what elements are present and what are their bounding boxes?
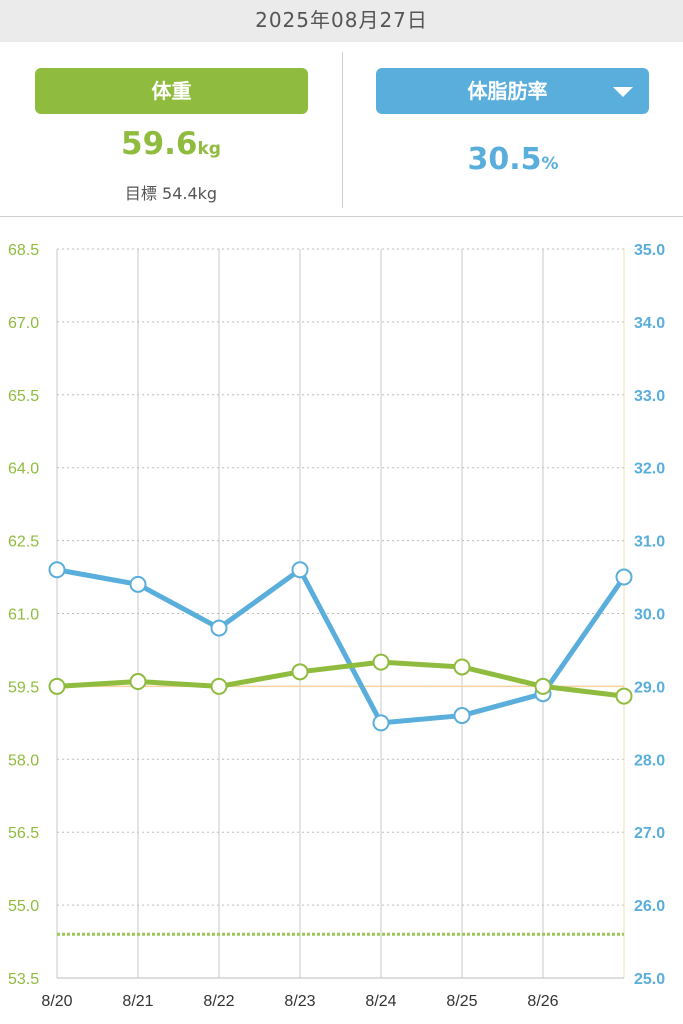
fat-metric-label: 体脂肪率 (467, 79, 548, 103)
weight-tab-button[interactable]: 体重 (35, 68, 308, 114)
y-right-tick-label: 27.0 (634, 825, 665, 842)
date-header: 2025年08月27日 (0, 0, 683, 42)
x-tick-label: 8/25 (446, 993, 477, 1010)
y-right-tick-label: 26.0 (634, 898, 665, 915)
x-tick-label: 8/22 (203, 993, 234, 1010)
fat-value-unit: % (541, 154, 559, 174)
weight-panel: 体重 59.6kg 目標 54.4kg (0, 42, 342, 217)
fat-series-point (48, 561, 66, 579)
x-tick-label: 8/23 (284, 993, 315, 1010)
x-tick-label: 8/20 (41, 993, 72, 1010)
y-left-tick-label: 61.0 (8, 607, 39, 624)
y-left-tick-label: 62.5 (8, 534, 39, 551)
y-left-tick-label: 55.0 (8, 898, 39, 915)
y-right-tick-label: 25.0 (634, 971, 665, 988)
y-left-tick-label: 53.5 (8, 971, 39, 988)
fat-value: 30.5% (343, 142, 683, 177)
caret-down-icon (613, 87, 633, 97)
x-tick-label: 8/21 (122, 993, 153, 1010)
y-right-tick-label: 29.0 (634, 679, 665, 696)
weight-value-unit: kg (197, 139, 221, 159)
goal-value: 54.4kg (162, 184, 218, 203)
y-right-tick-label: 31.0 (634, 534, 665, 551)
panel-divider (342, 52, 343, 208)
weight-goal: 目標 54.4kg (0, 180, 342, 204)
y-left-tick-label: 67.0 (8, 315, 39, 332)
fat-series-point (210, 619, 228, 637)
fat-series-point (129, 575, 147, 593)
weight-series-point (210, 677, 228, 695)
weight-fat-chart: 68.5 67.0 65.5 64.0 62.5 61.0 59.5 58.0 56.5 55.0… (8, 242, 665, 1010)
x-tick-label: 8/24 (365, 993, 396, 1010)
y-right-tick-label: 28.0 (634, 752, 665, 769)
y-left-tick-label: 56.5 (8, 825, 39, 842)
fat-value-number: 30.5 (467, 142, 542, 177)
weight-series-point (291, 663, 309, 681)
fat-series-point (372, 714, 390, 732)
y-left-tick-label: 65.5 (8, 388, 39, 405)
y-left-tick-label: 64.0 (8, 461, 39, 478)
weight-series-point (453, 658, 471, 676)
y-right-tick-label: 33.0 (634, 388, 665, 405)
y-right-tick-label: 32.0 (634, 461, 665, 478)
weight-value: 59.6kg (0, 126, 342, 162)
weight-series-point (534, 677, 552, 695)
y-left-tick-label: 59.5 (8, 679, 39, 696)
weight-value-number: 59.6 (121, 126, 198, 162)
x-tick-label: 8/26 (527, 993, 558, 1010)
y-left-tick-label: 58.0 (8, 752, 39, 769)
weight-series-point (48, 677, 66, 695)
fat-series-point (615, 568, 633, 586)
goal-label: 目標 (124, 184, 157, 203)
fat-series-line (54, 567, 627, 726)
fat-series-point (291, 561, 309, 579)
y-right-tick-label: 34.0 (634, 315, 665, 332)
fat-series-point (453, 707, 471, 725)
y-right-tick-label: 35.0 (634, 242, 665, 259)
weight-series-line (54, 659, 627, 699)
y-left-tick-label: 68.5 (8, 242, 39, 259)
y-right-tick-label: 30.0 (634, 607, 665, 624)
header-divider (0, 216, 683, 217)
weight-series-point (615, 687, 633, 705)
weight-series-point (372, 653, 390, 671)
fat-panel: 体脂肪率 30.5% (343, 42, 683, 217)
weight-series-point (129, 673, 147, 691)
fat-metric-dropdown[interactable]: 体脂肪率 (376, 68, 649, 114)
